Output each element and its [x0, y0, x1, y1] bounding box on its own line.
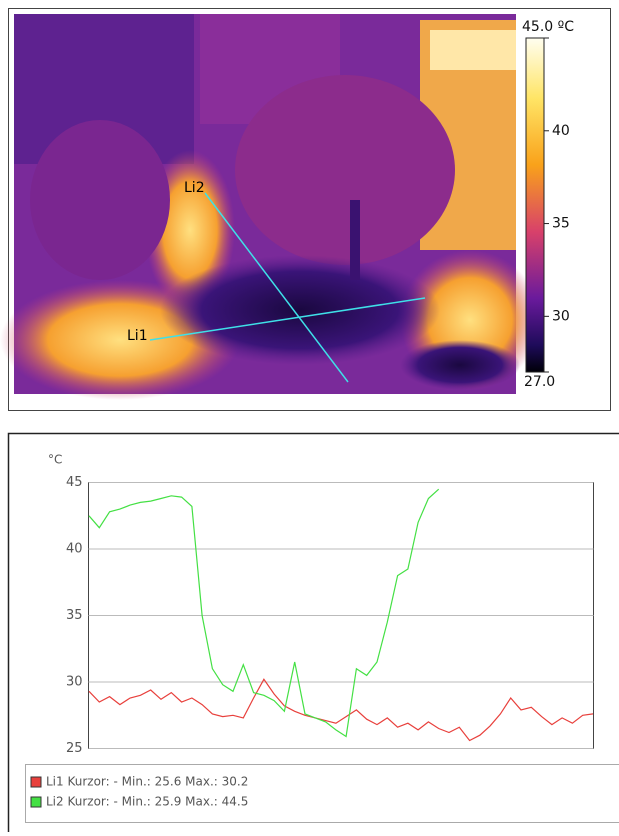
- y-tick-label: 35: [66, 608, 83, 623]
- tree: [235, 75, 455, 265]
- colorbar: [526, 38, 544, 372]
- line-label: Li1: [127, 328, 148, 344]
- colorbar-label: 35: [552, 216, 570, 232]
- shade: [160, 255, 440, 365]
- shade: [400, 340, 520, 390]
- line-label: Li2: [184, 180, 205, 196]
- y-tick-label: 30: [66, 675, 83, 690]
- roof: [430, 30, 516, 70]
- trunk: [350, 200, 360, 280]
- colorbar-label: 40: [552, 123, 570, 139]
- colorbar-label: 27.0: [524, 374, 555, 390]
- legend-swatch: [31, 777, 41, 787]
- legend-swatch: [31, 797, 41, 807]
- legend: [26, 765, 619, 823]
- y-tick-label: 25: [66, 741, 83, 756]
- colorbar-label: 30: [552, 308, 570, 324]
- thermal-image: Li1 Li2: [0, 14, 540, 400]
- y-axis-label: °C: [48, 453, 62, 467]
- y-tick-label: 40: [66, 542, 83, 557]
- colorbar-label: 45.0 ºC: [522, 19, 574, 35]
- legend-label: Li1 Kurzor: - Min.: 25.6 Max.: 30.2: [46, 775, 248, 789]
- y-tick-label: 45: [66, 475, 83, 490]
- legend-label: Li2 Kurzor: - Min.: 25.9 Max.: 44.5: [46, 795, 248, 809]
- tree: [30, 120, 170, 280]
